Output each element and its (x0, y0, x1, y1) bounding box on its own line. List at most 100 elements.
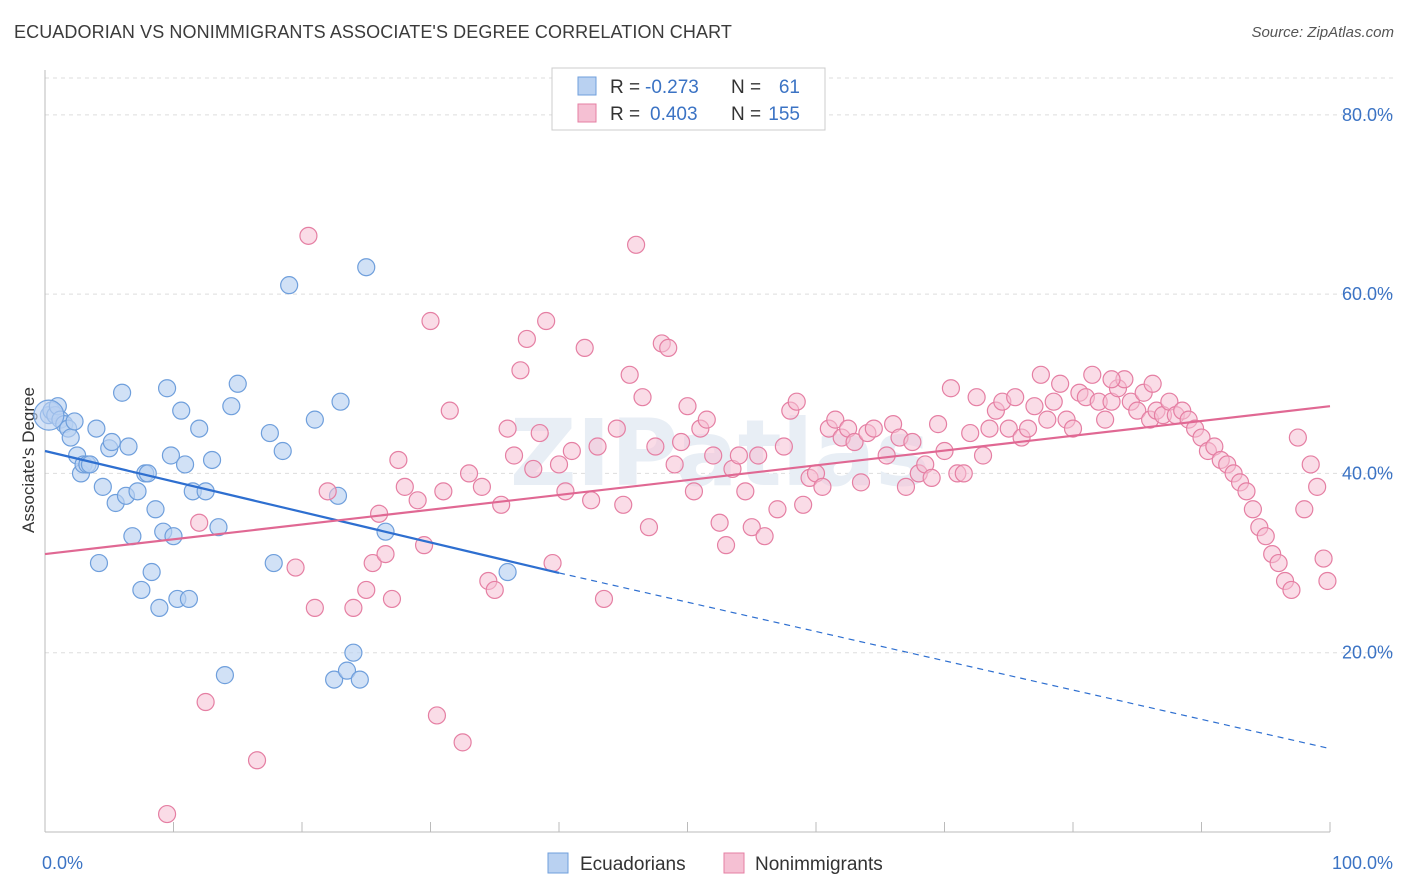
nonimmigrant-point-6 (305, 598, 324, 617)
nonimmigrant-point-106 (1025, 397, 1044, 416)
y-axis-label: Associate's Degree (19, 387, 38, 533)
ecuadorian-point-37 (175, 455, 195, 474)
nonimmigrant-point-90 (922, 468, 941, 487)
series-ecuadorians (33, 258, 517, 689)
nonimmigrant-point-68 (774, 437, 793, 456)
x-tick-label-0: 0.0% (42, 853, 83, 873)
nonimmigrant-point-52 (665, 455, 684, 474)
nonimmigrant-point-32 (524, 459, 543, 479)
nonimmigrant-point-19 (427, 706, 447, 725)
nonimmigrant-point-18 (421, 311, 440, 331)
nonimmigrant-point-13 (382, 589, 402, 609)
nonimmigrant-point-29 (504, 446, 524, 465)
nonimmigrant-trend-line (44, 405, 1331, 556)
ecuadorian-point-25 (132, 580, 151, 600)
nonimmigrant-point-45 (620, 365, 639, 384)
nonimmigrant-point-144 (1269, 553, 1288, 573)
ecuadorian-point-33 (161, 446, 181, 465)
nonimmigrant-point-150 (1308, 477, 1327, 496)
nonimmigrant-point-27 (492, 495, 511, 514)
nonimmigrant-point-99 (980, 419, 999, 438)
source-label: Source: ZipAtlas.com (1251, 24, 1394, 41)
nonimmigrant-point-63 (736, 482, 755, 501)
nonimmigrant-point-80 (851, 473, 871, 492)
legend-r-value-1: -0.273 (645, 77, 699, 98)
ecuadorian-point-46 (228, 374, 247, 393)
nonimmigrant-point-9 (357, 580, 376, 600)
ecuadorian-point-54 (331, 392, 350, 411)
nonimmigrant-point-38 (562, 441, 581, 461)
nonimmigrant-point-58 (704, 446, 723, 465)
nonimmigrant-point-62 (729, 446, 749, 465)
nonimmigrant-point-1 (190, 513, 209, 532)
nonimmigrant-point-147 (1288, 428, 1307, 447)
nonimmigrant-point-97 (967, 388, 986, 407)
nonimmigrant-point-28 (498, 419, 517, 438)
series-legend: Ecuadorians Nonimmigrants (547, 852, 883, 875)
ecuadorian-point-23 (123, 527, 142, 546)
nonimmigrant-point-12 (376, 544, 395, 564)
ecuadorian-point-58 (357, 258, 376, 277)
legend-box (551, 67, 826, 131)
nonimmigrant-point-57 (697, 410, 716, 429)
ecuadorian-point-8 (65, 412, 84, 431)
nonimmigrant-point-31 (517, 329, 536, 349)
nonimmigrant-point-60 (716, 536, 736, 555)
nonimmigrant-point-153 (1143, 374, 1162, 393)
bottom-legend-nonimmigrants: Nonimmigrants (755, 854, 883, 875)
nonimmigrant-point-109 (1044, 392, 1063, 411)
nonimmigrant-point-87 (903, 432, 922, 452)
legend-r-label-2: R = (610, 104, 640, 125)
nonimmigrant-point-110 (1051, 374, 1070, 393)
nonimmigrant-point-41 (588, 437, 607, 456)
ecuadorian-point-18 (102, 432, 121, 452)
nonimmigrant-point-103 (1006, 388, 1025, 407)
nonimmigrant-point-108 (1038, 410, 1057, 429)
nonimmigrant-point-43 (607, 419, 626, 438)
nonimmigrant-point-146 (1282, 580, 1301, 600)
ecuadorian-point-15 (89, 553, 109, 573)
ecuadorian-point-29 (146, 500, 165, 519)
nonimmigrant-point-46 (626, 235, 646, 254)
grid-lines (45, 77, 1395, 654)
legend-n-value-1: 61 (779, 77, 800, 98)
nonimmigrant-point-10 (363, 553, 382, 573)
nonimmigrant-point-140 (1243, 500, 1263, 519)
nonimmigrant-point-24 (472, 477, 491, 496)
ecuadorian-point-24 (128, 482, 147, 501)
ecuadorian-point-60 (498, 562, 517, 582)
legend-n-value-2: 155 (768, 104, 800, 125)
nonimmigrant-point-44 (614, 495, 633, 514)
ecuadorian-point-32 (157, 379, 177, 398)
nonimmigrant-point-98 (973, 446, 993, 465)
ecuadorian-point-40 (190, 419, 209, 438)
ecuadorian-trend-line (44, 449, 560, 574)
nonimmigrant-point-40 (582, 491, 601, 510)
nonimmigrant-point-21 (440, 401, 459, 420)
ecuadorian-point-44 (215, 666, 234, 685)
nonimmigrant-point-26 (485, 580, 504, 600)
nonimmigrant-point-33 (530, 423, 549, 443)
nonimmigrant-point-36 (549, 455, 569, 474)
nonimmigrant-point-55 (684, 482, 704, 501)
nonimmigrant-point-54 (678, 397, 697, 416)
nonimmigrant-point-86 (896, 477, 916, 496)
legend-swatch-blue (577, 76, 597, 96)
nonimmigrant-point-66 (755, 527, 774, 546)
ecuadorian-point-56 (344, 643, 363, 662)
nonimmigrant-point-149 (1301, 455, 1320, 474)
ecuadorian-point-51 (305, 410, 324, 429)
nonimmigrant-point-3 (247, 751, 267, 770)
ecuadorian-point-13 (80, 455, 100, 474)
nonimmigrant-point-16 (408, 491, 427, 510)
ecuadorian-point-16 (93, 477, 112, 496)
bottom-legend-swatch-blue (547, 852, 569, 874)
nonimmigrant-point-93 (941, 379, 961, 398)
legend-n-label-2: N = (731, 104, 761, 125)
nonimmigrant-point-82 (864, 419, 883, 438)
ecuadorian-point-7 (61, 428, 80, 447)
nonimmigrant-point-102 (999, 419, 1018, 438)
ecuadorian-point-34 (164, 527, 183, 546)
nonimmigrant-point-22 (453, 733, 472, 752)
nonimmigrant-point-15 (395, 477, 414, 496)
